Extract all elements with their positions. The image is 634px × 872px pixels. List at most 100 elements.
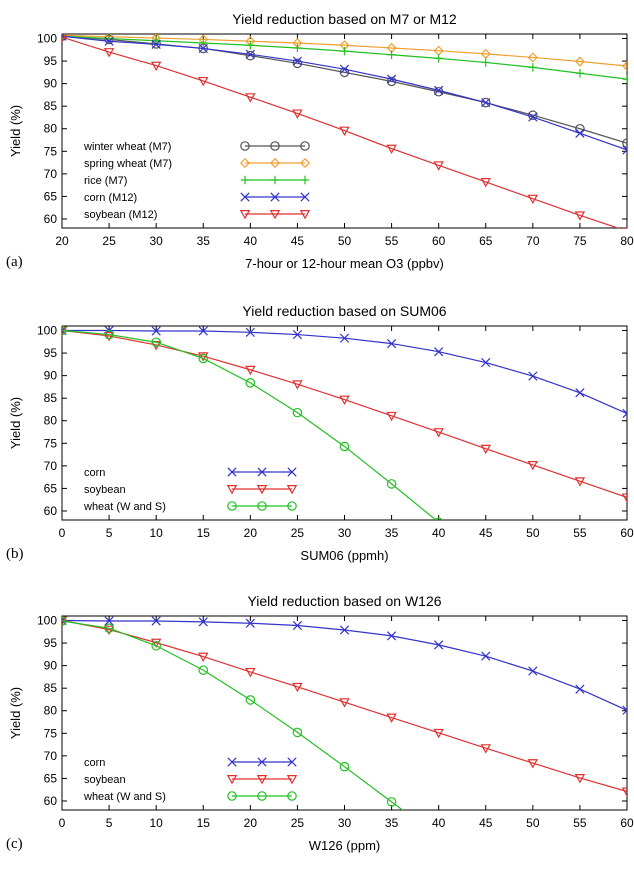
data-point — [103, 331, 115, 342]
series-line — [62, 36, 620, 228]
x-tick-label: 30 — [338, 526, 352, 540]
data-point — [387, 50, 396, 59]
data-point — [481, 357, 491, 368]
panel-letter-b: (b) — [6, 546, 24, 562]
data-point — [151, 326, 161, 336]
plot-area — [62, 616, 627, 841]
data-point — [527, 759, 539, 769]
data-point — [527, 52, 538, 63]
legend-marker — [227, 467, 237, 477]
data-point — [199, 38, 208, 48]
legend-label: soybean — [84, 484, 126, 496]
data-point — [574, 774, 586, 784]
data-point — [292, 682, 303, 693]
data-point — [340, 46, 349, 56]
legend-label: winter wheat (M7) — [83, 141, 171, 153]
legend-marker — [287, 467, 297, 477]
legend-marker — [227, 791, 237, 801]
data-point — [292, 329, 303, 340]
x-tick-label: 40 — [244, 234, 258, 248]
data-point — [103, 625, 115, 635]
series-line — [62, 620, 404, 810]
chart-title: Yield reduction based on M7 or M12 — [232, 11, 457, 27]
x-tick-label: 55 — [385, 234, 399, 248]
x-tick-label: 0 — [59, 816, 66, 830]
legend-marker — [287, 501, 297, 511]
x-tick-label: 15 — [197, 816, 211, 830]
data-point — [245, 695, 256, 705]
x-tick-label: 5 — [106, 816, 113, 830]
y-tick-label: 95 — [44, 636, 58, 650]
legend-marker — [300, 141, 310, 151]
data-point — [434, 85, 444, 96]
data-point — [151, 39, 161, 50]
data-point — [246, 41, 255, 50]
data-point — [575, 128, 585, 138]
x-tick-label: 30 — [149, 234, 163, 248]
x-tick-label: 65 — [479, 234, 493, 248]
legend-marker — [256, 775, 268, 785]
data-point — [621, 60, 627, 72]
data-point — [151, 337, 161, 348]
x-tick-label: 25 — [291, 526, 305, 540]
data-point — [150, 638, 162, 649]
data-point — [151, 640, 161, 651]
data-point — [292, 727, 303, 738]
x-tick-label: 30 — [338, 816, 352, 830]
series-line — [62, 619, 627, 711]
data-point — [293, 43, 302, 53]
y-tick-label: 60 — [44, 504, 58, 518]
legend-label: spring wheat (M7) — [84, 158, 172, 170]
legend-label: corn (M12) — [84, 192, 137, 204]
data-point — [386, 631, 397, 641]
data-point — [339, 126, 350, 136]
legend-marker — [300, 175, 310, 185]
y-tick-label: 70 — [44, 459, 58, 473]
panel-letter-a: (a) — [6, 254, 23, 270]
data-point — [339, 698, 350, 708]
y-tick-label: 65 — [44, 771, 58, 785]
data-point — [150, 61, 162, 72]
data-point — [434, 833, 442, 841]
data-point — [104, 329, 114, 340]
legend: corn soybean wheat (W and S) — [83, 467, 298, 513]
y-tick-label: 60 — [44, 212, 58, 226]
data-point — [245, 667, 256, 678]
x-tick-label: 35 — [197, 234, 211, 248]
panel-letter-c: (c) — [6, 836, 23, 852]
y-tick-label: 100 — [37, 32, 57, 46]
x-tick-label: 20 — [55, 234, 69, 248]
legend-label: wheat (W and S) — [83, 791, 166, 803]
y-tick-label: 80 — [44, 122, 58, 136]
legend-marker — [226, 485, 238, 495]
data-point — [433, 428, 444, 438]
x-tick-label: 10 — [149, 526, 163, 540]
data-point — [386, 411, 397, 422]
x-tick-label: 45 — [479, 816, 493, 830]
data-point — [198, 665, 209, 675]
data-point — [622, 145, 627, 155]
x-tick-label: 45 — [291, 234, 305, 248]
data-point — [198, 353, 209, 364]
legend-marker — [300, 192, 310, 202]
y-tick-label: 65 — [44, 481, 58, 495]
y-tick-label: 80 — [44, 414, 58, 428]
data-point — [574, 211, 586, 221]
legend-marker — [257, 501, 267, 511]
data-point — [575, 684, 585, 694]
series-line — [62, 329, 437, 520]
data-point — [339, 67, 350, 78]
y-tick-label: 80 — [44, 704, 58, 718]
chart-panel-b: Yield reduction based on SUM06 0 5 10 15 20 25… — [0, 292, 634, 582]
series-soybean — [62, 326, 627, 503]
y-tick-label: 75 — [44, 436, 58, 450]
legend: winter wheat (M7) spring wheat (M7) rice (… — [83, 141, 311, 221]
data-point — [198, 617, 208, 627]
x-axis-label: W126 (ppm) — [309, 838, 381, 853]
legend-marker — [240, 141, 250, 151]
y-tick-label: 100 — [37, 614, 57, 628]
data-point — [339, 333, 350, 343]
x-tick-label: 10 — [149, 816, 163, 830]
legend-marker — [269, 157, 281, 169]
data-point — [575, 69, 585, 78]
